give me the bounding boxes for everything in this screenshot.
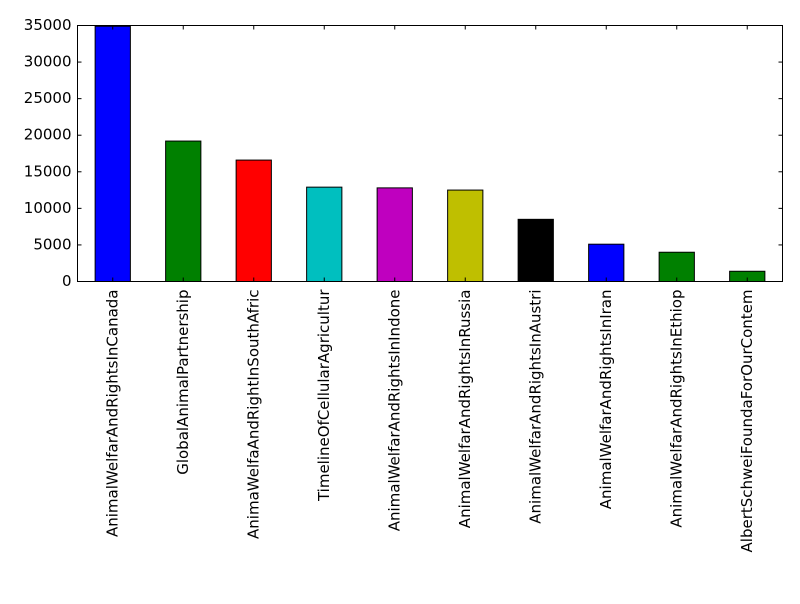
bars (94, 25, 766, 283)
x-tick-label: AnimalWelfarAndRightsInIran (597, 290, 615, 510)
bar-1 (94, 25, 131, 282)
x-tick-label: AnimalWelfarAndRightsInIndone (385, 290, 403, 532)
y-tick-label: 10000 (24, 199, 72, 217)
y-tick-label: 5000 (33, 235, 71, 253)
y-tick-label: 25000 (24, 89, 72, 107)
x-tick-label: AnimalWelfarAndRightsInAustri (526, 290, 544, 524)
plot-frame (77, 25, 783, 282)
x-tick-label: AnimalWelfarAndRightsInEthiop (667, 290, 685, 528)
x-tick-label: AnimaWelfaAndRightInSouthAfric (244, 290, 262, 539)
bar-5 (376, 187, 413, 282)
x-tick-label: TimelineOfCellularAgricultur (315, 289, 333, 502)
bar-7 (517, 218, 554, 282)
y-axis-ticks: 0 5000 10000 15000 20000 25000 30000 35000 (24, 16, 783, 290)
y-tick-label: 35000 (24, 16, 72, 34)
y-tick-label: 15000 (24, 162, 72, 180)
x-axis-ticks: AnimalWelfarAndRightsInCanada GlobalAnima… (103, 25, 756, 553)
x-tick-label: AnimalWelfarAndRightsInCanada (103, 290, 121, 538)
x-tick-label: AlbertSchweiFoundaForOurContem (738, 290, 756, 553)
x-tick-label: GlobalAnimalPartnership (174, 290, 192, 475)
bar-4 (306, 186, 343, 283)
bar-6 (447, 189, 484, 282)
bar-3 (235, 159, 272, 282)
bar-8 (588, 243, 625, 282)
y-tick-label: 0 (62, 272, 72, 290)
y-tick-label: 30000 (24, 53, 72, 71)
bar-2 (165, 140, 202, 282)
bar-9 (658, 251, 695, 283)
y-tick-label: 20000 (24, 126, 72, 144)
x-tick-label: AnimalWelfarAndRightsInRussia (456, 290, 474, 529)
